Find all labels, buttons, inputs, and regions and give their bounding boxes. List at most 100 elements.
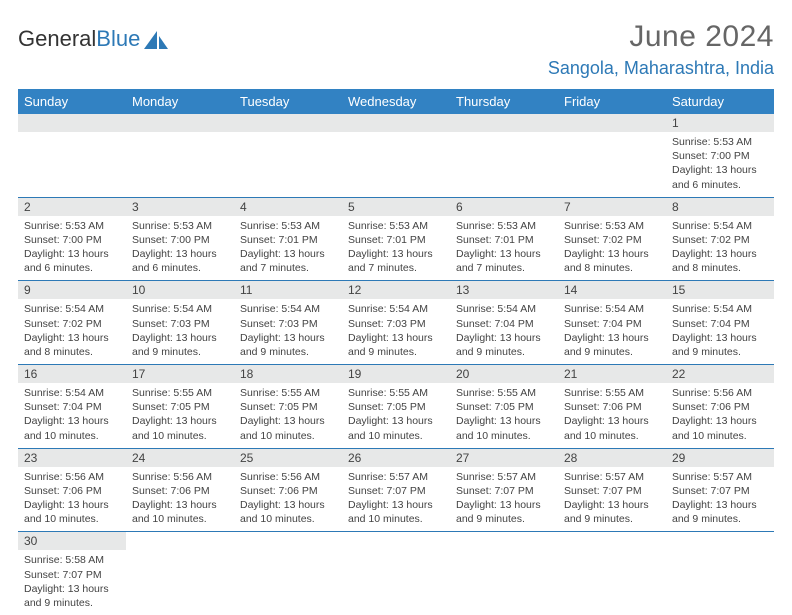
weekday-header-row: Sunday Monday Tuesday Wednesday Thursday… — [18, 89, 774, 114]
daylight-text: and 9 minutes. — [564, 345, 660, 359]
sunset-text: Sunset: 7:01 PM — [348, 233, 444, 247]
calendar-cell — [450, 114, 558, 197]
calendar-cell: 16Sunrise: 5:54 AMSunset: 7:04 PMDayligh… — [18, 365, 126, 449]
day-number: 27 — [450, 449, 558, 467]
calendar-cell: 5Sunrise: 5:53 AMSunset: 7:01 PMDaylight… — [342, 197, 450, 281]
calendar-week-row: 23Sunrise: 5:56 AMSunset: 7:06 PMDayligh… — [18, 448, 774, 532]
day-details: Sunrise: 5:54 AMSunset: 7:03 PMDaylight:… — [234, 299, 342, 364]
day-details: Sunrise: 5:53 AMSunset: 7:01 PMDaylight:… — [342, 216, 450, 281]
calendar-cell — [234, 114, 342, 197]
sunrise-text: Sunrise: 5:53 AM — [240, 219, 336, 233]
daylight-text: and 9 minutes. — [564, 512, 660, 526]
calendar-cell: 2Sunrise: 5:53 AMSunset: 7:00 PMDaylight… — [18, 197, 126, 281]
calendar-cell — [234, 532, 342, 615]
sunset-text: Sunset: 7:04 PM — [24, 400, 120, 414]
day-number: 2 — [18, 198, 126, 216]
day-details: Sunrise: 5:56 AMSunset: 7:06 PMDaylight:… — [666, 383, 774, 448]
sunset-text: Sunset: 7:02 PM — [564, 233, 660, 247]
sunset-text: Sunset: 7:06 PM — [672, 400, 768, 414]
calendar-cell: 29Sunrise: 5:57 AMSunset: 7:07 PMDayligh… — [666, 448, 774, 532]
calendar-cell: 12Sunrise: 5:54 AMSunset: 7:03 PMDayligh… — [342, 281, 450, 365]
day-details: Sunrise: 5:53 AMSunset: 7:02 PMDaylight:… — [558, 216, 666, 281]
day-details: Sunrise: 5:54 AMSunset: 7:02 PMDaylight:… — [18, 299, 126, 364]
day-number-bar — [558, 114, 666, 132]
daylight-text: and 9 minutes. — [456, 345, 552, 359]
calendar-cell — [18, 114, 126, 197]
calendar-cell — [558, 114, 666, 197]
day-number: 1 — [666, 114, 774, 132]
daylight-text: Daylight: 13 hours — [24, 582, 120, 596]
day-details: Sunrise: 5:53 AMSunset: 7:00 PMDaylight:… — [18, 216, 126, 281]
calendar-cell: 26Sunrise: 5:57 AMSunset: 7:07 PMDayligh… — [342, 448, 450, 532]
daylight-text: and 8 minutes. — [24, 345, 120, 359]
day-number: 8 — [666, 198, 774, 216]
sunset-text: Sunset: 7:06 PM — [240, 484, 336, 498]
sunrise-text: Sunrise: 5:54 AM — [564, 302, 660, 316]
sunset-text: Sunset: 7:00 PM — [24, 233, 120, 247]
day-details: Sunrise: 5:54 AMSunset: 7:04 PMDaylight:… — [450, 299, 558, 364]
daylight-text: and 10 minutes. — [348, 512, 444, 526]
title-block: June 2024 Sangola, Maharashtra, India — [548, 20, 774, 79]
calendar-cell: 30Sunrise: 5:58 AMSunset: 7:07 PMDayligh… — [18, 532, 126, 615]
daylight-text: and 9 minutes. — [132, 345, 228, 359]
sunrise-text: Sunrise: 5:57 AM — [456, 470, 552, 484]
daylight-text: and 9 minutes. — [672, 512, 768, 526]
sunrise-text: Sunrise: 5:55 AM — [348, 386, 444, 400]
daylight-text: and 10 minutes. — [132, 429, 228, 443]
daylight-text: and 9 minutes. — [672, 345, 768, 359]
calendar-cell: 25Sunrise: 5:56 AMSunset: 7:06 PMDayligh… — [234, 448, 342, 532]
day-number: 16 — [18, 365, 126, 383]
day-details: Sunrise: 5:53 AMSunset: 7:01 PMDaylight:… — [450, 216, 558, 281]
daylight-text: and 10 minutes. — [24, 512, 120, 526]
sunrise-text: Sunrise: 5:54 AM — [24, 302, 120, 316]
calendar-cell: 22Sunrise: 5:56 AMSunset: 7:06 PMDayligh… — [666, 365, 774, 449]
sunset-text: Sunset: 7:06 PM — [564, 400, 660, 414]
daylight-text: and 7 minutes. — [348, 261, 444, 275]
daylight-text: and 6 minutes. — [24, 261, 120, 275]
day-details: Sunrise: 5:53 AMSunset: 7:00 PMDaylight:… — [126, 216, 234, 281]
sunset-text: Sunset: 7:07 PM — [564, 484, 660, 498]
calendar-cell: 20Sunrise: 5:55 AMSunset: 7:05 PMDayligh… — [450, 365, 558, 449]
daylight-text: Daylight: 13 hours — [348, 247, 444, 261]
day-number: 15 — [666, 281, 774, 299]
sunrise-text: Sunrise: 5:53 AM — [348, 219, 444, 233]
sunrise-text: Sunrise: 5:54 AM — [456, 302, 552, 316]
daylight-text: and 6 minutes. — [672, 178, 768, 192]
daylight-text: Daylight: 13 hours — [240, 331, 336, 345]
day-details: Sunrise: 5:54 AMSunset: 7:03 PMDaylight:… — [342, 299, 450, 364]
sunrise-text: Sunrise: 5:53 AM — [672, 135, 768, 149]
daylight-text: and 9 minutes. — [24, 596, 120, 610]
daylight-text: Daylight: 13 hours — [456, 498, 552, 512]
weekday-header: Monday — [126, 89, 234, 114]
sunrise-text: Sunrise: 5:54 AM — [348, 302, 444, 316]
daylight-text: and 9 minutes. — [456, 512, 552, 526]
day-details: Sunrise: 5:56 AMSunset: 7:06 PMDaylight:… — [126, 467, 234, 532]
calendar-week-row: 1Sunrise: 5:53 AMSunset: 7:00 PMDaylight… — [18, 114, 774, 197]
day-details: Sunrise: 5:57 AMSunset: 7:07 PMDaylight:… — [558, 467, 666, 532]
day-details: Sunrise: 5:57 AMSunset: 7:07 PMDaylight:… — [450, 467, 558, 532]
calendar-table: Sunday Monday Tuesday Wednesday Thursday… — [18, 89, 774, 615]
sunset-text: Sunset: 7:00 PM — [672, 149, 768, 163]
calendar-cell: 27Sunrise: 5:57 AMSunset: 7:07 PMDayligh… — [450, 448, 558, 532]
calendar-week-row: 9Sunrise: 5:54 AMSunset: 7:02 PMDaylight… — [18, 281, 774, 365]
day-details: Sunrise: 5:54 AMSunset: 7:02 PMDaylight:… — [666, 216, 774, 281]
day-number: 10 — [126, 281, 234, 299]
day-details: Sunrise: 5:57 AMSunset: 7:07 PMDaylight:… — [666, 467, 774, 532]
daylight-text: Daylight: 13 hours — [132, 247, 228, 261]
calendar-cell: 8Sunrise: 5:54 AMSunset: 7:02 PMDaylight… — [666, 197, 774, 281]
sunrise-text: Sunrise: 5:55 AM — [240, 386, 336, 400]
day-number-bar — [450, 114, 558, 132]
daylight-text: Daylight: 13 hours — [348, 331, 444, 345]
day-number-bar — [342, 114, 450, 132]
daylight-text: Daylight: 13 hours — [564, 247, 660, 261]
calendar-cell: 15Sunrise: 5:54 AMSunset: 7:04 PMDayligh… — [666, 281, 774, 365]
sunrise-text: Sunrise: 5:55 AM — [456, 386, 552, 400]
daylight-text: and 10 minutes. — [348, 429, 444, 443]
daylight-text: Daylight: 13 hours — [564, 331, 660, 345]
sunrise-text: Sunrise: 5:56 AM — [240, 470, 336, 484]
sunset-text: Sunset: 7:07 PM — [672, 484, 768, 498]
calendar-cell: 11Sunrise: 5:54 AMSunset: 7:03 PMDayligh… — [234, 281, 342, 365]
logo: GeneralBlue — [18, 20, 169, 52]
logo-text-1: General — [18, 26, 96, 52]
day-details: Sunrise: 5:56 AMSunset: 7:06 PMDaylight:… — [18, 467, 126, 532]
